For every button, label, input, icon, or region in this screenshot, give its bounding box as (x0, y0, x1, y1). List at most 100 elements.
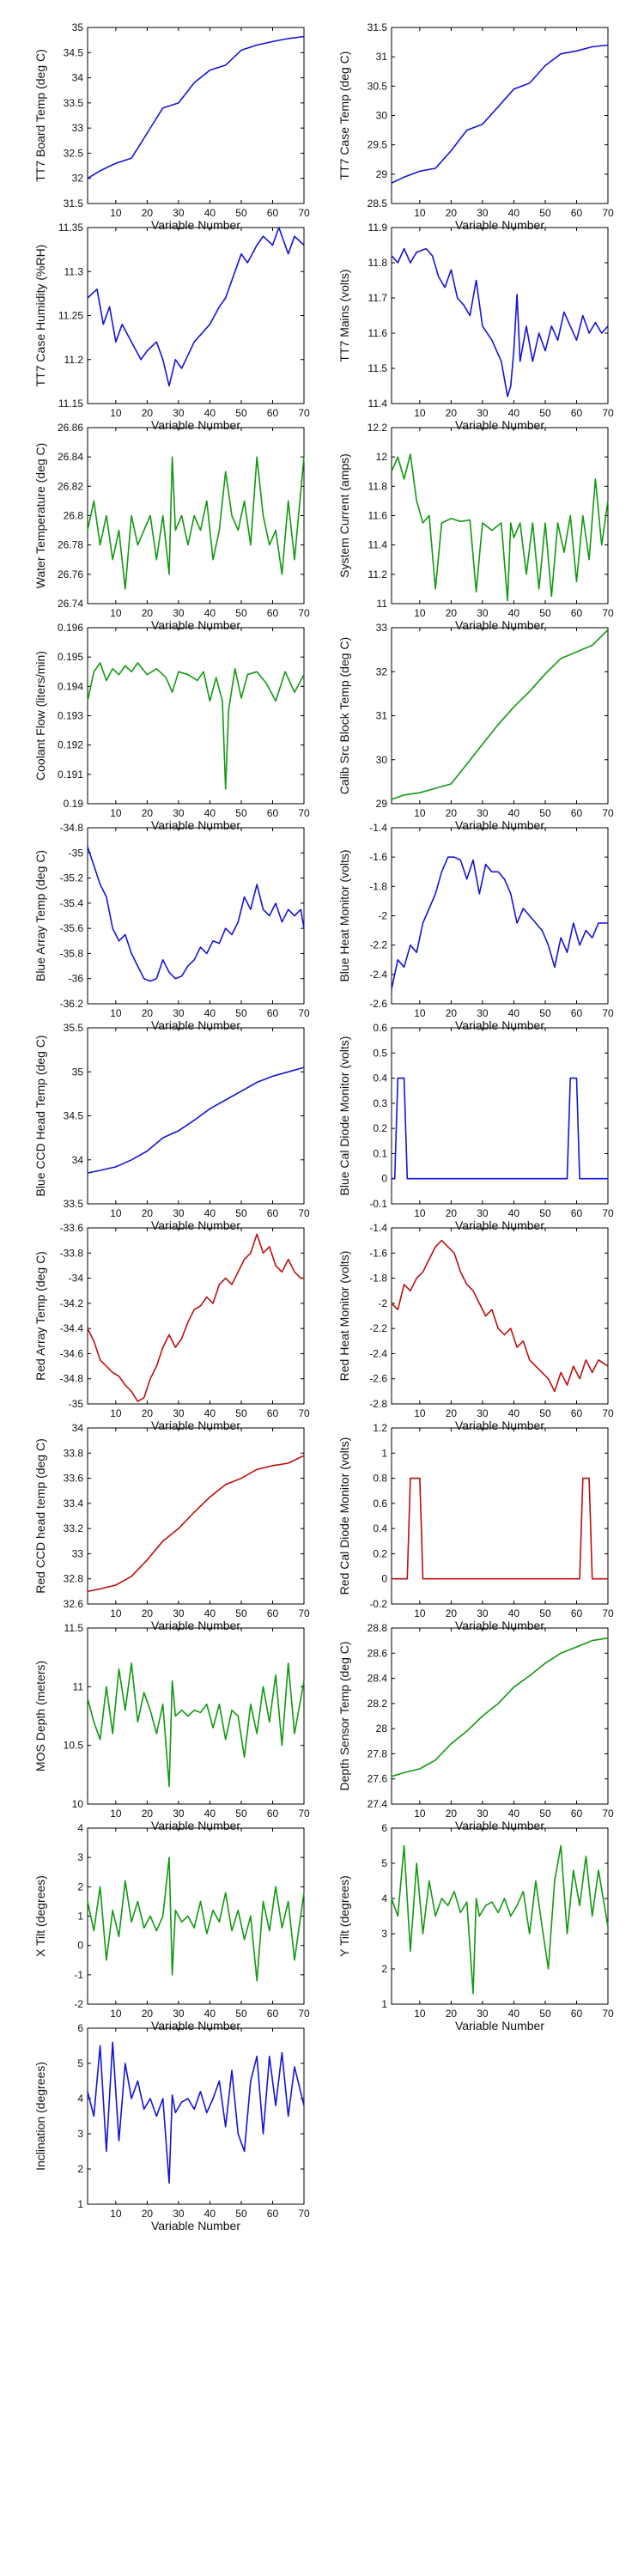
x-tick-label: 20 (142, 2008, 154, 2020)
plot-frame (87, 1427, 305, 1605)
y-tick-label: 29 (376, 168, 388, 180)
x-tick-label: 50 (539, 207, 551, 219)
x-tick-label: 30 (477, 807, 489, 819)
y-axis-label: System Current (amps) (337, 453, 351, 578)
x-tick-label: 30 (173, 207, 185, 219)
x-axis-label: Variable Number (151, 418, 240, 432)
x-tick-label: 50 (235, 1207, 247, 1219)
x-tick-label: 40 (508, 1607, 520, 1619)
subplot: 10 20 30 40 50 60 70 -35 -34.8 -34.6 -34.4 -34.2 -34… (33, 1222, 310, 1432)
x-tick-label: 10 (414, 2008, 426, 2020)
x-tick-label: 20 (142, 1607, 154, 1619)
y-tick-label: 0.4 (373, 1072, 387, 1084)
y-tick-label: 3 (77, 1851, 83, 1863)
y-tick-label: 33.6 (64, 1473, 84, 1485)
x-tick-label: 60 (267, 607, 279, 619)
x-tick-label: 20 (446, 2008, 458, 2020)
y-axis-label: Red Cal Diode Monitor (volts) (337, 1437, 351, 1595)
x-tick-label: 30 (173, 1407, 185, 1419)
x-tick-label: 10 (414, 1207, 426, 1219)
y-tick-label: 27.6 (368, 1773, 388, 1785)
x-tick-label: 10 (110, 1807, 122, 1820)
series-line (391, 1637, 609, 1777)
y-tick-label: 10 (72, 1798, 84, 1810)
x-tick-label: 40 (508, 1207, 520, 1219)
x-tick-label: 10 (110, 1407, 122, 1419)
series-line (392, 1077, 608, 1180)
y-tick-label: 30.5 (368, 80, 388, 92)
x-tick-label: 60 (571, 607, 583, 619)
x-tick-label: 60 (267, 2008, 279, 2020)
x-tick-label: 70 (298, 2008, 310, 2020)
y-axis-label: X Tilt (degrees) (33, 1875, 47, 1957)
series-line (87, 1066, 305, 1174)
x-tick-label: 60 (571, 407, 583, 419)
x-tick-label: 70 (602, 207, 614, 219)
y-tick-label: 11.6 (368, 510, 388, 522)
y-tick-label: -1.6 (369, 1247, 387, 1259)
y-tick-label: 3 (77, 2128, 83, 2140)
x-tick-label: 40 (204, 1407, 216, 1419)
y-tick-label: 28.4 (368, 1673, 388, 1685)
x-axis-label: Variable Number (151, 618, 240, 632)
y-tick-label: 6 (381, 1822, 387, 1834)
x-axis-label: Variable Number (455, 1819, 544, 1832)
x-tick-label: 20 (446, 1207, 458, 1219)
series-line (391, 44, 609, 184)
x-tick-label: 60 (571, 2008, 583, 2020)
y-tick-label: 34 (72, 1154, 84, 1166)
y-tick-label: 28.6 (368, 1647, 388, 1659)
subplot: 10 20 30 40 50 60 70 -0.1 0 0.1 0.2 0.3 0.4 0.5 0.6 Var… (337, 1022, 614, 1232)
x-tick-label: 10 (414, 1407, 426, 1419)
x-tick-label: 40 (508, 1807, 520, 1820)
y-tick-label: 0.3 (373, 1097, 387, 1109)
y-tick-label: 11.6 (368, 327, 388, 339)
x-tick-label: 30 (477, 1007, 489, 1019)
y-tick-label: 31.5 (368, 21, 388, 33)
y-tick-label: -2 (378, 910, 387, 922)
y-tick-label: 11.3 (64, 265, 84, 277)
y-tick-label: 11.25 (58, 310, 83, 322)
y-tick-label: 4 (381, 1893, 387, 1905)
y-tick-label: 0.8 (373, 1473, 387, 1485)
y-tick-label: -2.6 (369, 998, 387, 1010)
x-axis-label: Variable Number (151, 1218, 240, 1232)
y-tick-label: -1.4 (369, 1222, 387, 1234)
x-tick-label: 40 (204, 1207, 216, 1219)
x-tick-label: 60 (571, 1807, 583, 1820)
y-tick-label: 33.5 (64, 97, 84, 109)
y-tick-label: -0.1 (369, 1198, 387, 1210)
y-tick-label: 5 (381, 1857, 387, 1869)
y-tick-label: 32.5 (64, 147, 84, 159)
subplot: 10 20 30 40 50 60 70 28.5 29 29.5 30 30.5 31 31.5 Vari… (337, 21, 614, 232)
plot-frame (391, 1027, 609, 1205)
x-tick-label: 60 (571, 1607, 583, 1619)
y-tick-label: 0 (381, 1573, 387, 1585)
x-tick-label: 10 (414, 807, 426, 819)
y-axis-label: Depth Sensor Temp (deg C) (337, 1641, 351, 1790)
subplot: 10 20 30 40 50 60 70 31.5 32 32.5 33 33.5 34 34.5 35 Va… (33, 21, 310, 232)
series-line (87, 1662, 305, 1788)
x-tick-label: 10 (110, 607, 122, 619)
x-tick-label: 40 (204, 1607, 216, 1619)
series-line (391, 1239, 609, 1393)
subplot: 10 20 30 40 50 60 70 -2 -1 0 1 2 3 4 Variable Number X … (33, 1822, 310, 2032)
y-tick-label: -1.8 (369, 1273, 387, 1285)
x-axis-label: Variable Number (151, 2219, 240, 2233)
x-tick-label: 50 (235, 807, 247, 819)
plot-frame (391, 1427, 609, 1605)
y-tick-label: 33 (376, 622, 388, 634)
series-line (87, 1856, 305, 1982)
plot-frame (391, 1827, 609, 2005)
plot-frame (87, 2027, 305, 2205)
x-tick-label: 30 (173, 2208, 185, 2220)
y-tick-label: -1.8 (369, 880, 387, 892)
x-axis-label: Variable Number (455, 218, 544, 232)
y-tick-label: 26.78 (58, 539, 83, 551)
y-axis-label: Water Temperature (deg C) (33, 443, 47, 589)
y-tick-label: -2.4 (369, 969, 387, 981)
y-tick-label: 0 (381, 1173, 387, 1185)
y-tick-label: 0.6 (373, 1498, 387, 1510)
y-tick-label: 11.4 (368, 398, 388, 410)
subplot: 10 20 30 40 50 60 70 29 30 31 32 33 Variable Number C… (337, 622, 614, 832)
